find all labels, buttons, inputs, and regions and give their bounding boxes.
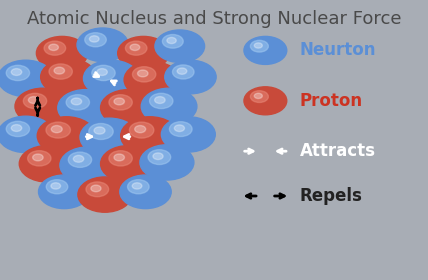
Circle shape	[73, 155, 84, 162]
Circle shape	[167, 38, 176, 44]
Circle shape	[174, 125, 184, 132]
Circle shape	[39, 175, 90, 209]
Circle shape	[85, 33, 106, 47]
Circle shape	[19, 146, 75, 182]
Circle shape	[120, 175, 171, 209]
Circle shape	[49, 44, 59, 50]
Circle shape	[150, 93, 173, 109]
Circle shape	[37, 117, 95, 155]
Circle shape	[66, 95, 89, 110]
Circle shape	[51, 125, 62, 133]
Circle shape	[114, 98, 125, 105]
Circle shape	[177, 68, 187, 74]
Circle shape	[101, 146, 156, 182]
Circle shape	[0, 116, 54, 153]
Circle shape	[153, 153, 163, 160]
Circle shape	[132, 67, 156, 82]
Circle shape	[94, 127, 105, 134]
Circle shape	[172, 65, 194, 79]
Circle shape	[130, 44, 140, 50]
Circle shape	[49, 64, 72, 79]
Text: Proton: Proton	[300, 92, 363, 110]
Circle shape	[109, 95, 132, 110]
Text: Repels: Repels	[300, 187, 363, 205]
Circle shape	[135, 125, 146, 133]
Circle shape	[132, 183, 142, 189]
Circle shape	[46, 180, 68, 194]
Circle shape	[114, 154, 125, 161]
Circle shape	[250, 91, 268, 102]
Circle shape	[169, 122, 192, 137]
Circle shape	[121, 117, 179, 155]
Circle shape	[109, 151, 132, 166]
Circle shape	[27, 151, 51, 166]
Circle shape	[254, 43, 262, 48]
Circle shape	[162, 34, 183, 48]
Circle shape	[254, 93, 262, 99]
Circle shape	[124, 62, 180, 98]
Circle shape	[71, 98, 82, 105]
Circle shape	[78, 177, 132, 212]
Circle shape	[68, 152, 92, 167]
Circle shape	[92, 65, 115, 81]
Circle shape	[60, 147, 116, 183]
Circle shape	[51, 183, 61, 189]
Circle shape	[28, 97, 39, 104]
Circle shape	[140, 145, 194, 180]
Circle shape	[125, 41, 147, 55]
Circle shape	[33, 154, 43, 161]
Circle shape	[101, 90, 156, 126]
Circle shape	[11, 69, 22, 76]
Circle shape	[89, 36, 99, 42]
Circle shape	[15, 88, 71, 125]
Circle shape	[80, 118, 138, 156]
Circle shape	[141, 88, 197, 125]
Circle shape	[86, 182, 109, 197]
Circle shape	[41, 59, 96, 95]
Circle shape	[155, 30, 205, 62]
Circle shape	[24, 93, 47, 109]
Circle shape	[137, 70, 148, 77]
Circle shape	[118, 36, 169, 70]
Circle shape	[97, 69, 107, 76]
Circle shape	[44, 41, 65, 55]
Circle shape	[77, 28, 128, 62]
Circle shape	[11, 125, 22, 132]
Circle shape	[83, 60, 139, 97]
Circle shape	[91, 185, 101, 192]
Text: Atomic Nucleus and Strong Nuclear Force: Atomic Nucleus and Strong Nuclear Force	[27, 10, 401, 28]
Circle shape	[148, 150, 171, 165]
Circle shape	[46, 122, 71, 138]
Circle shape	[58, 90, 113, 126]
Circle shape	[244, 87, 287, 115]
Circle shape	[161, 117, 215, 152]
Text: Attracts: Attracts	[300, 142, 376, 160]
Circle shape	[89, 123, 113, 139]
Circle shape	[250, 40, 268, 52]
Circle shape	[155, 97, 165, 104]
Circle shape	[244, 36, 287, 64]
Circle shape	[6, 121, 30, 137]
Circle shape	[54, 67, 65, 74]
Circle shape	[129, 122, 154, 138]
Circle shape	[6, 65, 30, 81]
Circle shape	[165, 60, 216, 94]
Text: Neurton: Neurton	[300, 41, 376, 59]
Circle shape	[36, 36, 88, 70]
Circle shape	[0, 60, 54, 97]
Circle shape	[128, 180, 149, 194]
